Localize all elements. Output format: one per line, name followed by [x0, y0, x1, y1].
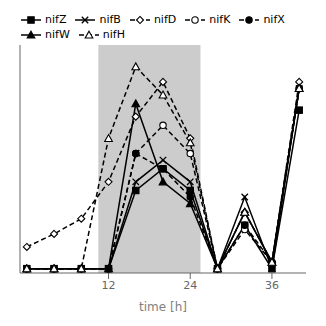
html-text:nifK: nifK	[209, 13, 231, 26]
html-text:nifB: nifB	[99, 13, 121, 26]
svg-text:24: 24	[183, 279, 197, 292]
html-text:nifW: nifW	[45, 28, 70, 41]
html-text:nifZ: nifZ	[45, 13, 67, 26]
svg-text:time [h]: time [h]	[139, 300, 187, 314]
svg-text:36: 36	[265, 279, 279, 292]
html-text:nifX: nifX	[263, 13, 285, 26]
html-text:nifH: nifH	[102, 28, 125, 41]
html-text:nifD: nifD	[153, 13, 177, 26]
svg-text:12: 12	[102, 279, 116, 292]
